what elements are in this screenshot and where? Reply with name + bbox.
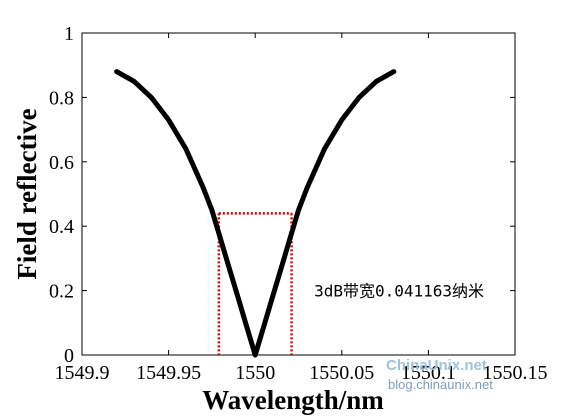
y-tick-label: 0.2 <box>49 281 74 303</box>
y-tick-label: 0.8 <box>49 87 74 109</box>
x-tick-label: 1550.1 <box>401 362 456 384</box>
y-tick-label: 0 <box>64 345 74 367</box>
watermark-logo: ChinaUnix.net <box>386 357 487 374</box>
y-axis: 0 0.2 0.4 0.6 0.8 1 <box>49 23 515 367</box>
y-tick-label: 0.4 <box>49 216 74 238</box>
plot-area <box>81 32 516 356</box>
x-tick-label: 1550 <box>235 362 275 384</box>
x-axis: 1549.9 1549.95 1550 1550.05 1550.1 1550.15 <box>55 33 548 384</box>
y-tick-label: 0.6 <box>49 152 74 174</box>
x-tick-label: 1549.95 <box>136 362 201 384</box>
x-axis-title: Wavelength/nm <box>202 385 384 415</box>
watermark-url: blog.chinaunix.net <box>388 377 493 392</box>
bandwidth-markers <box>217 212 293 355</box>
x-tick-label: 1550.05 <box>309 362 374 384</box>
x-tick-label: 1549.9 <box>55 362 110 384</box>
y-axis-title: Field reflective <box>12 108 42 279</box>
y-tick-label: 1 <box>64 23 74 45</box>
bandwidth-annotation: 3dB带宽0.041163纳米 <box>314 282 484 301</box>
series-line <box>114 69 397 358</box>
x-tick-label: 1550.15 <box>483 362 548 384</box>
